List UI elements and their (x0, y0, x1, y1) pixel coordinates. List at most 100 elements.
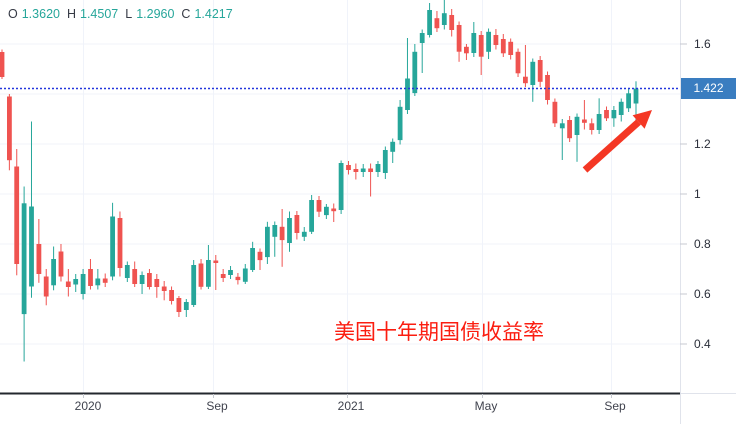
candle-body (161, 286, 167, 291)
candle-body (124, 265, 130, 278)
candle-body (132, 269, 138, 284)
candle-body (65, 281, 71, 287)
candle-body (419, 33, 425, 43)
candle-body (43, 276, 49, 297)
candle-body (169, 290, 174, 301)
candle-body (95, 278, 101, 286)
x-tick-label: Sep (206, 399, 228, 413)
candle-body (324, 206, 329, 216)
y-tick-label: 1.6 (694, 37, 711, 51)
candle-body (265, 226, 270, 258)
candle-body (346, 165, 351, 170)
candle-body (523, 76, 528, 84)
candle-body (464, 46, 469, 54)
candle-body (545, 75, 550, 100)
ohlc-legend: O 1.3620 H 1.4507 L 1.2960 C 1.4217 (8, 7, 240, 21)
candle-body (537, 60, 543, 82)
candle-body (191, 265, 197, 305)
candle-body (213, 260, 219, 263)
candle-body (382, 150, 388, 173)
candle-body (139, 275, 145, 284)
candle-body (331, 208, 337, 212)
ohlc-open-value: 1.3620 (21, 7, 60, 21)
candle-body (21, 203, 27, 315)
candle-body (471, 33, 477, 53)
candle-body (176, 298, 182, 312)
candle-body (117, 218, 123, 268)
trend-arrow-head[interactable] (632, 110, 652, 129)
candle-body (434, 18, 440, 29)
ohlc-close-value: 1.4217 (194, 7, 233, 21)
candle-body (368, 168, 373, 172)
x-tick-label: 2021 (337, 399, 365, 413)
candle-body (0, 52, 5, 77)
candle-body (427, 10, 432, 35)
candle-body (183, 302, 189, 310)
candle-body (633, 88, 639, 104)
chart-title-annotation[interactable]: 美国十年期国债收益率 (334, 321, 544, 344)
x-tick-label: May (474, 399, 498, 413)
ohlc-high-label: H (66, 7, 76, 21)
candle-body (478, 35, 484, 57)
y-tick-label: 0.8 (694, 237, 711, 251)
ohlc-low-value: 1.2960 (136, 7, 175, 21)
candle-body (486, 31, 491, 52)
candle-body (412, 51, 418, 94)
candle-body (559, 123, 565, 129)
candle-body (530, 61, 536, 85)
candle-body (257, 251, 263, 261)
candle-body (58, 251, 64, 277)
candle-body (626, 93, 631, 109)
last-price-label: 1.422 (681, 78, 736, 99)
candle-body (206, 260, 211, 287)
candle-body (220, 274, 226, 278)
ohlc-close-label: C (181, 7, 191, 21)
candle-body (154, 279, 160, 287)
candle-body (309, 200, 314, 232)
candle-body (515, 51, 521, 74)
candle-body (279, 226, 285, 241)
candle-body (582, 119, 587, 123)
candle-body (102, 278, 108, 283)
y-tick-label: 0.4 (694, 337, 711, 351)
ohlc-high-value: 1.4507 (80, 7, 119, 21)
candle-body (287, 218, 292, 243)
candle-body (552, 101, 558, 124)
candle-body (242, 268, 248, 282)
candle-body (441, 13, 447, 25)
candle-body (29, 206, 34, 287)
candle-body (500, 39, 506, 54)
candle-body (596, 114, 602, 130)
candle-body (604, 110, 609, 119)
candle-body (73, 279, 79, 285)
candle-body (316, 200, 322, 212)
candle-body (301, 231, 307, 237)
candle-body (7, 96, 12, 161)
candle-body (88, 269, 93, 286)
candle-body (235, 276, 241, 281)
candle-body (353, 169, 359, 172)
candle-body (51, 259, 56, 286)
candle-body (147, 273, 152, 287)
candle-body (567, 120, 572, 139)
candle-body (405, 78, 410, 110)
candle-body (508, 41, 514, 55)
x-tick-label: Sep (604, 399, 626, 413)
candle-body (80, 274, 86, 294)
candle-body (110, 216, 115, 277)
candle-body (198, 263, 204, 287)
candle-body (618, 101, 624, 115)
ohlc-low-label: L (125, 7, 133, 21)
candle-body (338, 163, 344, 210)
ohlc-open-label: O (8, 7, 18, 21)
y-tick-label: 1 (694, 187, 701, 201)
trend-arrow-shaft[interactable] (582, 119, 641, 173)
candle-body (589, 123, 595, 130)
candle-body (294, 215, 300, 233)
candle-body (228, 270, 233, 275)
y-tick-label: 0.6 (694, 287, 711, 301)
candle-body (611, 110, 617, 119)
candle-body (272, 225, 278, 237)
